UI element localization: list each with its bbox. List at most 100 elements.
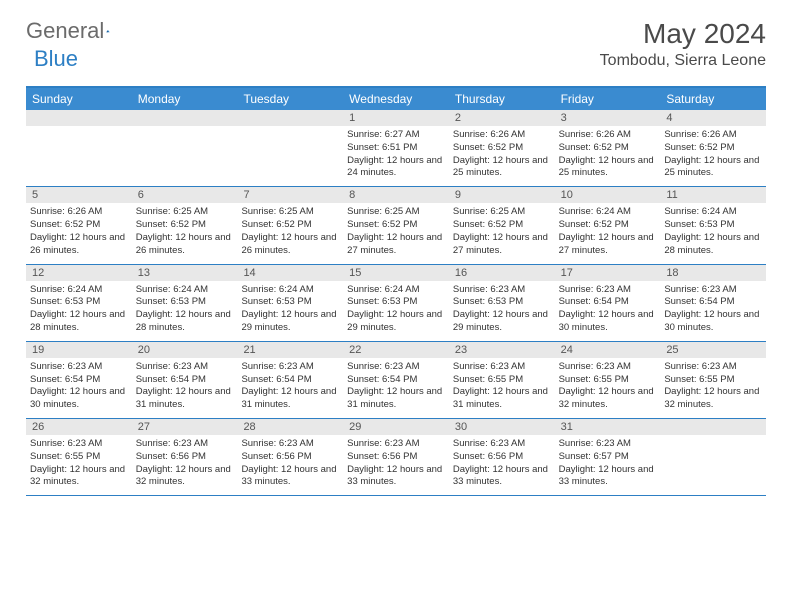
- location-subtitle: Tombodu, Sierra Leone: [600, 52, 766, 70]
- day-details: Sunrise: 6:24 AMSunset: 6:53 PMDaylight:…: [343, 281, 449, 341]
- day-number: 11: [660, 187, 766, 203]
- day-details: Sunrise: 6:23 AMSunset: 6:56 PMDaylight:…: [132, 435, 238, 495]
- day-cell: 27Sunrise: 6:23 AMSunset: 6:56 PMDayligh…: [132, 419, 238, 495]
- day-number: [237, 110, 343, 126]
- day-details: [237, 126, 343, 176]
- day-number: 29: [343, 419, 449, 435]
- day-cell: [237, 110, 343, 186]
- day-details: Sunrise: 6:23 AMSunset: 6:54 PMDaylight:…: [26, 358, 132, 418]
- day-details: Sunrise: 6:23 AMSunset: 6:55 PMDaylight:…: [449, 358, 555, 418]
- day-cell: 26Sunrise: 6:23 AMSunset: 6:55 PMDayligh…: [26, 419, 132, 495]
- day-cell: 5Sunrise: 6:26 AMSunset: 6:52 PMDaylight…: [26, 187, 132, 263]
- day-number: 19: [26, 342, 132, 358]
- day-cell: 16Sunrise: 6:23 AMSunset: 6:53 PMDayligh…: [449, 265, 555, 341]
- day-cell: 11Sunrise: 6:24 AMSunset: 6:53 PMDayligh…: [660, 187, 766, 263]
- day-cell: 28Sunrise: 6:23 AMSunset: 6:56 PMDayligh…: [237, 419, 343, 495]
- day-header: Wednesday: [343, 88, 449, 110]
- day-cell: 10Sunrise: 6:24 AMSunset: 6:52 PMDayligh…: [555, 187, 661, 263]
- day-cell: 14Sunrise: 6:24 AMSunset: 6:53 PMDayligh…: [237, 265, 343, 341]
- week-row: 1Sunrise: 6:27 AMSunset: 6:51 PMDaylight…: [26, 110, 766, 187]
- day-cell: 25Sunrise: 6:23 AMSunset: 6:55 PMDayligh…: [660, 342, 766, 418]
- month-title: May 2024: [600, 18, 766, 50]
- day-cell: 13Sunrise: 6:24 AMSunset: 6:53 PMDayligh…: [132, 265, 238, 341]
- day-details: Sunrise: 6:23 AMSunset: 6:54 PMDaylight:…: [132, 358, 238, 418]
- day-details: [132, 126, 238, 176]
- day-number: 24: [555, 342, 661, 358]
- day-details: Sunrise: 6:23 AMSunset: 6:54 PMDaylight:…: [237, 358, 343, 418]
- day-details: Sunrise: 6:26 AMSunset: 6:52 PMDaylight:…: [555, 126, 661, 186]
- day-details: Sunrise: 6:24 AMSunset: 6:53 PMDaylight:…: [26, 281, 132, 341]
- day-cell: [660, 419, 766, 495]
- day-cell: 12Sunrise: 6:24 AMSunset: 6:53 PMDayligh…: [26, 265, 132, 341]
- day-cell: 19Sunrise: 6:23 AMSunset: 6:54 PMDayligh…: [26, 342, 132, 418]
- day-number: 6: [132, 187, 238, 203]
- day-details: Sunrise: 6:23 AMSunset: 6:55 PMDaylight:…: [555, 358, 661, 418]
- calendar-grid: SundayMondayTuesdayWednesdayThursdayFrid…: [26, 86, 766, 496]
- day-number: 4: [660, 110, 766, 126]
- week-row: 5Sunrise: 6:26 AMSunset: 6:52 PMDaylight…: [26, 187, 766, 264]
- day-details: Sunrise: 6:23 AMSunset: 6:56 PMDaylight:…: [343, 435, 449, 495]
- day-cell: 8Sunrise: 6:25 AMSunset: 6:52 PMDaylight…: [343, 187, 449, 263]
- day-details: Sunrise: 6:24 AMSunset: 6:52 PMDaylight:…: [555, 203, 661, 263]
- day-number: 18: [660, 265, 766, 281]
- day-details: Sunrise: 6:26 AMSunset: 6:52 PMDaylight:…: [449, 126, 555, 186]
- day-header: Sunday: [26, 88, 132, 110]
- day-details: Sunrise: 6:23 AMSunset: 6:54 PMDaylight:…: [555, 281, 661, 341]
- day-details: Sunrise: 6:23 AMSunset: 6:56 PMDaylight:…: [237, 435, 343, 495]
- day-cell: 7Sunrise: 6:25 AMSunset: 6:52 PMDaylight…: [237, 187, 343, 263]
- day-details: Sunrise: 6:23 AMSunset: 6:55 PMDaylight:…: [26, 435, 132, 495]
- day-cell: 20Sunrise: 6:23 AMSunset: 6:54 PMDayligh…: [132, 342, 238, 418]
- day-number: 5: [26, 187, 132, 203]
- day-details: Sunrise: 6:23 AMSunset: 6:54 PMDaylight:…: [660, 281, 766, 341]
- day-number: 17: [555, 265, 661, 281]
- day-number: 9: [449, 187, 555, 203]
- week-row: 12Sunrise: 6:24 AMSunset: 6:53 PMDayligh…: [26, 265, 766, 342]
- day-cell: 30Sunrise: 6:23 AMSunset: 6:56 PMDayligh…: [449, 419, 555, 495]
- day-cell: 15Sunrise: 6:24 AMSunset: 6:53 PMDayligh…: [343, 265, 449, 341]
- day-details: Sunrise: 6:25 AMSunset: 6:52 PMDaylight:…: [449, 203, 555, 263]
- day-number: 16: [449, 265, 555, 281]
- day-header: Monday: [132, 88, 238, 110]
- day-cell: 31Sunrise: 6:23 AMSunset: 6:57 PMDayligh…: [555, 419, 661, 495]
- day-cell: 1Sunrise: 6:27 AMSunset: 6:51 PMDaylight…: [343, 110, 449, 186]
- day-details: Sunrise: 6:26 AMSunset: 6:52 PMDaylight:…: [26, 203, 132, 263]
- day-number: 27: [132, 419, 238, 435]
- day-details: Sunrise: 6:23 AMSunset: 6:53 PMDaylight:…: [449, 281, 555, 341]
- day-number: 14: [237, 265, 343, 281]
- day-number: 23: [449, 342, 555, 358]
- day-details: Sunrise: 6:23 AMSunset: 6:56 PMDaylight:…: [449, 435, 555, 495]
- day-number: [132, 110, 238, 126]
- day-number: 10: [555, 187, 661, 203]
- day-details: Sunrise: 6:24 AMSunset: 6:53 PMDaylight:…: [660, 203, 766, 263]
- day-header: Friday: [555, 88, 661, 110]
- week-row: 26Sunrise: 6:23 AMSunset: 6:55 PMDayligh…: [26, 419, 766, 496]
- brand-part2: Blue: [34, 46, 78, 72]
- day-details: Sunrise: 6:24 AMSunset: 6:53 PMDaylight:…: [237, 281, 343, 341]
- day-details: Sunrise: 6:23 AMSunset: 6:55 PMDaylight:…: [660, 358, 766, 418]
- day-details: Sunrise: 6:25 AMSunset: 6:52 PMDaylight:…: [237, 203, 343, 263]
- day-number: 1: [343, 110, 449, 126]
- day-cell: [132, 110, 238, 186]
- day-header: Tuesday: [237, 88, 343, 110]
- day-number: [660, 419, 766, 435]
- day-cell: 22Sunrise: 6:23 AMSunset: 6:54 PMDayligh…: [343, 342, 449, 418]
- brand-logo: General: [26, 18, 130, 44]
- day-number: 20: [132, 342, 238, 358]
- day-details: Sunrise: 6:24 AMSunset: 6:53 PMDaylight:…: [132, 281, 238, 341]
- day-cell: 9Sunrise: 6:25 AMSunset: 6:52 PMDaylight…: [449, 187, 555, 263]
- day-cell: 21Sunrise: 6:23 AMSunset: 6:54 PMDayligh…: [237, 342, 343, 418]
- day-number: 28: [237, 419, 343, 435]
- page-header: General May 2024 Tombodu, Sierra Leone: [0, 0, 792, 78]
- day-cell: 6Sunrise: 6:25 AMSunset: 6:52 PMDaylight…: [132, 187, 238, 263]
- day-cell: [26, 110, 132, 186]
- day-cell: 24Sunrise: 6:23 AMSunset: 6:55 PMDayligh…: [555, 342, 661, 418]
- day-details: Sunrise: 6:26 AMSunset: 6:52 PMDaylight:…: [660, 126, 766, 186]
- day-details: Sunrise: 6:23 AMSunset: 6:54 PMDaylight:…: [343, 358, 449, 418]
- day-number: 12: [26, 265, 132, 281]
- day-number: 13: [132, 265, 238, 281]
- day-number: 7: [237, 187, 343, 203]
- day-header-row: SundayMondayTuesdayWednesdayThursdayFrid…: [26, 88, 766, 110]
- day-details: [660, 435, 766, 485]
- day-details: Sunrise: 6:27 AMSunset: 6:51 PMDaylight:…: [343, 126, 449, 186]
- day-details: [26, 126, 132, 176]
